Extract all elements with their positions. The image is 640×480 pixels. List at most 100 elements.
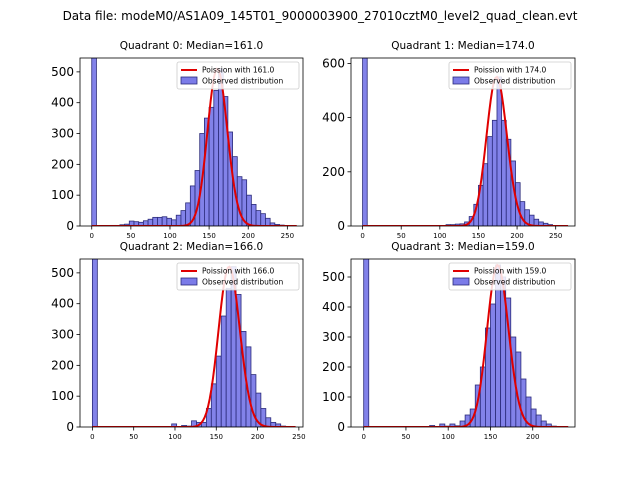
histogram-bar xyxy=(166,217,172,226)
y-tick-label: 0 xyxy=(66,219,74,233)
x-tick-label: 200 xyxy=(510,232,523,240)
x-tick-label: 50 xyxy=(401,433,410,441)
y-tick-label: 0 xyxy=(337,420,345,434)
quadrant-3-legend: Poission with 159.0 Observed distribution xyxy=(448,262,572,291)
y-tick-label: 200 xyxy=(51,157,74,171)
histogram-bar xyxy=(501,119,507,226)
histogram-bar xyxy=(220,315,227,427)
quadrant-1-plot-area xyxy=(362,58,569,226)
legend-box xyxy=(448,262,572,291)
poisson-curve xyxy=(363,263,569,427)
quadrant-2-legend: Poission with 166.0 Observed distribution xyxy=(176,262,300,291)
figure-suptitle: Data file: modeM0/AS1A09_145T01_90000039… xyxy=(63,9,578,23)
histogram-bar xyxy=(180,210,187,226)
x-tick-label: 200 xyxy=(526,433,539,441)
y-tick-label: 200 xyxy=(322,165,345,179)
x-tick-label: 250 xyxy=(292,433,305,441)
quadrant-1-legend: Poission with 174.0 Observed distribution xyxy=(448,61,572,90)
x-tick-label: 150 xyxy=(484,433,497,441)
y-tick-label: 100 xyxy=(51,188,74,202)
y-tick-label: 400 xyxy=(322,300,345,314)
histogram-bar xyxy=(91,259,98,427)
legend-curve-label: Poission with 166.0 xyxy=(202,267,275,276)
y-tick-label: 500 xyxy=(322,270,345,284)
x-tick-label: 50 xyxy=(129,433,138,441)
histogram-bar xyxy=(236,176,243,226)
y-tick-label: 100 xyxy=(51,389,74,403)
quadrant-0-title: Quadrant 0: Median=161.0 xyxy=(120,40,263,52)
x-tick-label: 0 xyxy=(361,433,365,441)
x-tick-label: 150 xyxy=(202,232,215,240)
legend-observed-label: Observed distribution xyxy=(202,77,283,86)
histogram-bar xyxy=(255,210,262,226)
y-tick-label: 400 xyxy=(322,111,345,125)
histogram-bar xyxy=(260,213,266,226)
x-tick-label: 200 xyxy=(242,232,255,240)
y-tick-label: 500 xyxy=(51,65,74,79)
y-tick-label: 300 xyxy=(51,328,74,342)
histogram-bar xyxy=(545,423,552,427)
x-tick-label: 250 xyxy=(549,232,562,240)
legend-curve-label: Poission with 161.0 xyxy=(202,66,275,75)
y-tick-label: 0 xyxy=(337,219,345,233)
histogram-bar xyxy=(213,89,219,226)
y-tick-label: 400 xyxy=(51,96,74,110)
histogram-bar xyxy=(491,119,498,226)
legend-bar-swatch xyxy=(452,76,470,85)
x-tick-label: 100 xyxy=(163,232,176,240)
y-tick-label: 100 xyxy=(322,390,345,404)
histogram-bar xyxy=(157,216,163,226)
quadrant-1-panel: Quadrant 1: Median=174.0 0 50 100 150 200 250 0… xyxy=(322,40,576,240)
histogram-bar xyxy=(246,194,252,226)
legend-curve-label: Poission with 159.0 xyxy=(474,267,547,276)
legend-curve-label: Poission with 174.0 xyxy=(474,66,547,75)
y-tick-label: 600 xyxy=(322,56,345,70)
x-tick-label: 0 xyxy=(90,433,94,441)
legend-box xyxy=(176,262,300,291)
quadrant-2-plot-area xyxy=(91,259,296,427)
x-tick-label: 0 xyxy=(90,232,94,240)
quadrant-0-axes-frame xyxy=(79,57,304,227)
quadrant-3-title: Quadrant 3: Median=159.0 xyxy=(391,241,534,253)
x-tick-label: 150 xyxy=(210,433,223,441)
legend-box xyxy=(448,61,572,90)
quadrant-2-axes-frame xyxy=(79,258,304,428)
x-tick-label: 100 xyxy=(433,232,446,240)
histogram-bar xyxy=(535,414,542,427)
histogram-bar xyxy=(530,408,537,427)
histogram-bar xyxy=(482,163,489,226)
quadrant-0-panel: Quadrant 0: Median=161.0 0 50 100 150 200 250 0… xyxy=(51,40,304,240)
x-tick-label: 250 xyxy=(281,232,294,240)
histogram-bar xyxy=(265,217,271,226)
y-tick-label: 200 xyxy=(51,358,74,372)
histogram-bar xyxy=(175,214,182,226)
x-tick-label: 0 xyxy=(360,232,364,240)
quadrant-1-title: Quadrant 1: Median=174.0 xyxy=(391,40,534,52)
quadrant-0-plot-area xyxy=(91,58,297,226)
histogram-bar xyxy=(152,216,158,226)
x-tick-label: 200 xyxy=(251,433,264,441)
histogram-bar xyxy=(208,106,215,226)
legend-observed-label: Observed distribution xyxy=(202,278,283,287)
legend-observed-label: Observed distribution xyxy=(474,77,555,86)
quadrant-3-axes-frame xyxy=(350,258,576,428)
x-tick-label: 100 xyxy=(442,433,455,441)
y-tick-label: 200 xyxy=(322,360,345,374)
x-tick-label: 100 xyxy=(168,433,181,441)
y-tick-label: 400 xyxy=(51,297,74,311)
histogram-bar xyxy=(362,58,368,226)
quadrant-3-panel: Quadrant 3: Median=159.0 0 50 100 150 200 0 100… xyxy=(322,241,576,441)
histogram-bar xyxy=(487,136,493,226)
histogram-bar xyxy=(496,76,503,226)
y-tick-label: 300 xyxy=(51,127,74,141)
legend-observed-label: Observed distribution xyxy=(474,278,555,287)
quadrant-2-panel: Quadrant 2: Median=166.0 0 50 100 150 200 250 0… xyxy=(51,241,305,441)
x-tick-label: 150 xyxy=(472,232,485,240)
histogram-bar xyxy=(147,218,154,226)
legend-bar-swatch xyxy=(452,277,470,286)
legend-box xyxy=(176,61,300,90)
histogram-bar xyxy=(225,287,232,427)
histogram-bar xyxy=(490,303,496,427)
x-tick-label: 50 xyxy=(126,232,135,240)
